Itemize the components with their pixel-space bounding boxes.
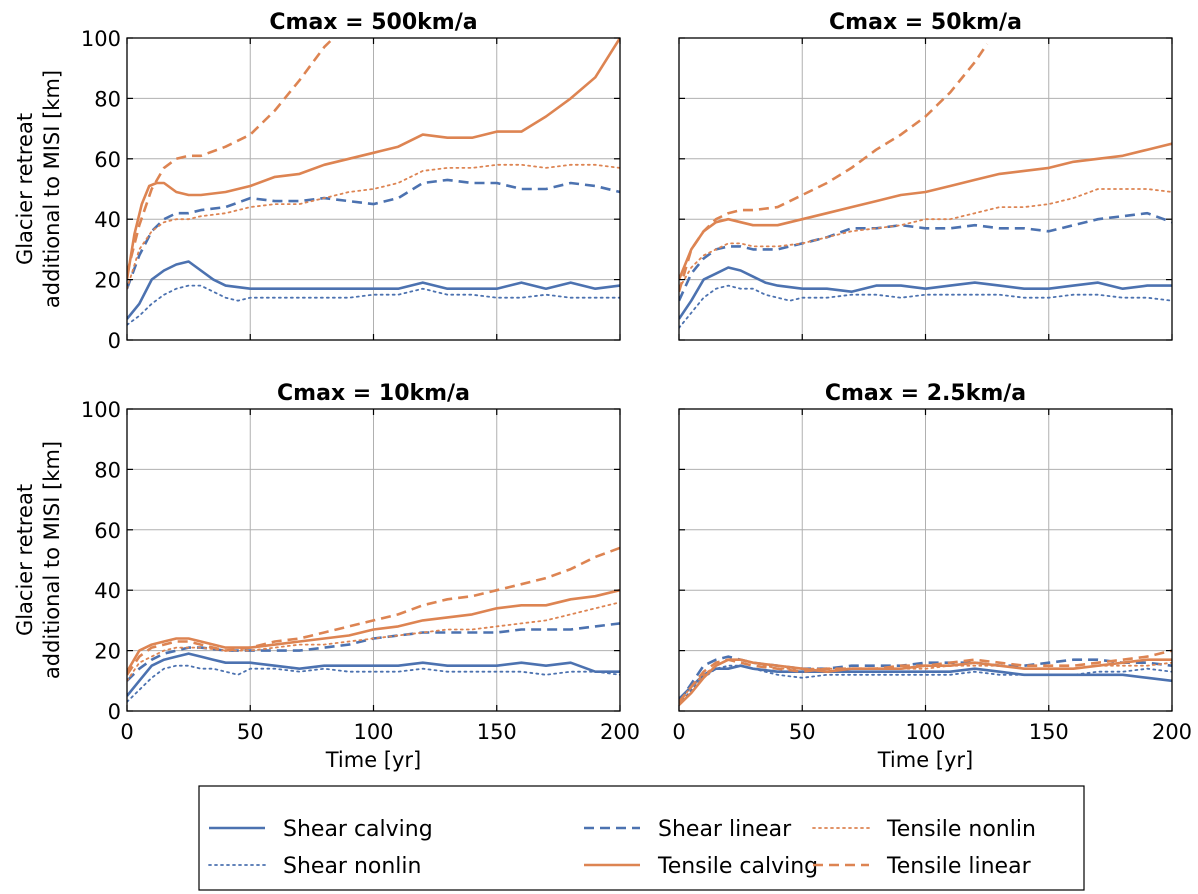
series-line — [127, 601, 620, 682]
y-tick-label: 40 — [94, 208, 121, 232]
x-tick-label: 0 — [120, 720, 133, 744]
x-tick-label: 150 — [1029, 720, 1069, 744]
series-line — [679, 655, 1172, 703]
series-line — [127, 38, 336, 274]
series-line — [127, 163, 620, 290]
series-line — [127, 546, 620, 676]
series-line — [679, 211, 1172, 302]
legend-label: Tensile calving — [657, 854, 818, 879]
series-line — [127, 664, 620, 703]
panel-3: Cmax = 10km/a 0 20 40 60 80 100 Glacier retreat… — [13, 381, 640, 772]
panel-4: Cmax = 2.5km/a 0 50 100 150 200 Time [yr] — [672, 381, 1192, 772]
y-axis-label: Glacier retreat — [13, 113, 37, 265]
series-line — [127, 178, 620, 290]
legend-label: Tensile linear — [886, 854, 1032, 879]
y-axis-label: additional to MISI [km] — [40, 70, 64, 308]
legend-label: Shear nonlin — [283, 854, 421, 879]
series-line — [679, 142, 1172, 281]
legend-label: Shear linear — [658, 817, 792, 842]
y-axis-label: Glacier retreat — [13, 484, 37, 636]
panel-title: Cmax = 500km/a — [269, 10, 477, 35]
y-tick-label: 20 — [94, 269, 121, 293]
panel-title: Cmax = 2.5km/a — [825, 381, 1026, 406]
y-tick-label: 80 — [94, 87, 121, 111]
legend-label: Shear calving — [283, 817, 433, 842]
y-tick-label: 80 — [94, 458, 121, 482]
y-tick-label: 100 — [81, 398, 121, 422]
y-tick-label: 20 — [94, 640, 121, 664]
series-line — [679, 188, 1172, 290]
y-tick-label: 40 — [94, 579, 121, 603]
y-tick-label: 0 — [108, 329, 121, 353]
series-line — [679, 43, 989, 293]
x-axis-label: Time [yr] — [325, 748, 422, 772]
series-line — [127, 652, 620, 697]
series-line — [127, 588, 620, 673]
x-axis-label: Time [yr] — [877, 748, 974, 772]
series-line — [127, 622, 620, 682]
series-line — [679, 649, 1172, 703]
legend: Shear calving Shear nonlin Shear linear Ten… — [198, 785, 1085, 891]
x-tick-label: 50 — [789, 720, 816, 744]
y-axis-label: additional to MISI [km] — [40, 441, 64, 679]
panel-2: Cmax = 50km/a — [678, 10, 1173, 341]
panel-1: Cmax = 500km/a 0 20 40 60 80 100 Glacier retrea… — [13, 10, 621, 353]
x-tick-label: 0 — [672, 720, 685, 744]
x-tick-label: 200 — [1152, 720, 1192, 744]
y-tick-label: 0 — [108, 700, 121, 724]
x-tick-label: 150 — [477, 720, 517, 744]
series-line — [679, 284, 1172, 329]
series-line — [679, 658, 1172, 703]
y-tick-label: 60 — [94, 519, 121, 543]
series-line — [127, 284, 620, 326]
y-tick-label: 60 — [94, 148, 121, 172]
panel-title: Cmax = 50km/a — [829, 10, 1022, 35]
series-line — [679, 664, 1172, 706]
x-tick-label: 100 — [353, 720, 393, 744]
series-line — [127, 38, 620, 280]
x-tick-label: 50 — [237, 720, 264, 744]
panel-title: Cmax = 10km/a — [277, 381, 470, 406]
series-line — [127, 260, 620, 320]
y-tick-label: 100 — [81, 27, 121, 51]
x-tick-label: 100 — [905, 720, 945, 744]
series-line — [679, 266, 1172, 320]
legend-label: Tensile nonlin — [886, 817, 1036, 842]
x-tick-label: 200 — [600, 720, 640, 744]
